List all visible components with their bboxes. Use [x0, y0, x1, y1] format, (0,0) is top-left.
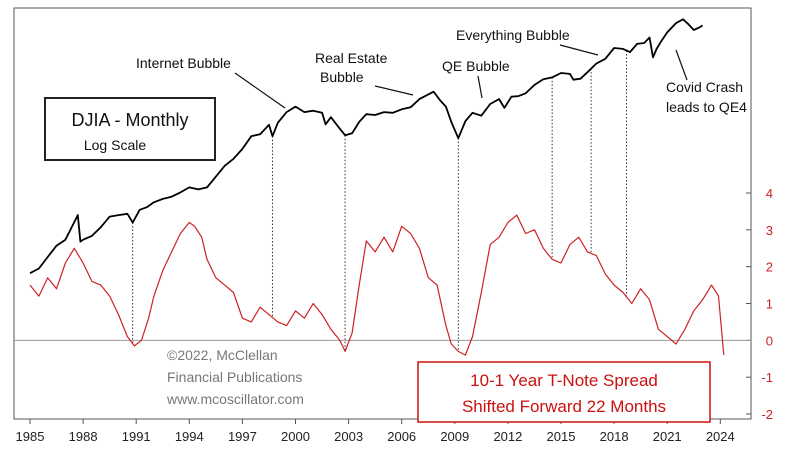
annotation-arrow-covid	[675, 49, 688, 81]
y-tick-label: 2	[766, 260, 773, 275]
chart-subtitle: Log Scale	[84, 137, 146, 153]
title-box: DJIA - Monthly Log Scale	[44, 97, 216, 161]
annotation-bubble: Bubble	[320, 69, 364, 85]
spread-legend-box: 10-1 Year T-Note Spread Shifted Forward …	[417, 361, 711, 423]
x-tick-label: 2006	[387, 429, 416, 444]
x-tick-label: 2012	[493, 429, 522, 444]
y-tick-label: 4	[766, 186, 773, 201]
bottom-guides	[132, 50, 627, 352]
x-tick-label: 2015	[547, 429, 576, 444]
x-tick-label: 2021	[653, 429, 682, 444]
djia-line	[29, 18, 704, 274]
x-tick-label: 2009	[440, 429, 469, 444]
x-tick-label: 2000	[281, 429, 310, 444]
y-ticks: 4 3 2 1 0 -1 -2	[746, 186, 773, 422]
spread-legend-line-1: 10-1 Year T-Note Spread	[470, 371, 658, 390]
annotation-arrow-qe	[477, 75, 483, 99]
annotation-everything-bubble: Everything Bubble	[456, 27, 570, 43]
y-tick-label: 0	[766, 333, 773, 348]
spread-line	[29, 214, 725, 356]
credit: ©2022, McClellan Financial Publications …	[166, 347, 304, 407]
chart-title: DJIA - Monthly	[71, 110, 188, 130]
annotation-arrow-internet	[234, 72, 286, 109]
x-tick-label: 2003	[334, 429, 363, 444]
credit-line-1: ©2022, McClellan	[167, 347, 278, 363]
x-tick-label: 1997	[228, 429, 257, 444]
x-tick-label: 1985	[16, 429, 45, 444]
annotation-arrow-real-estate	[374, 85, 414, 96]
credit-line-3: www.mcoscillator.com	[166, 391, 304, 407]
y-tick-label: -1	[761, 370, 773, 385]
annotation-covid-crash: Covid Crash	[666, 79, 743, 95]
x-tick-label: 2018	[600, 429, 629, 444]
spread-legend-line-2: Shifted Forward 22 Months	[462, 397, 666, 416]
credit-line-2: Financial Publications	[167, 369, 302, 385]
x-ticks: 1985 1988 1991 1994 1997 2000 2003 2006 2009 2012…	[16, 419, 735, 444]
annotation-arrow-everything	[559, 44, 599, 56]
y-tick-label: 1	[766, 297, 773, 312]
annotation-qe-bubble: QE Bubble	[442, 58, 510, 74]
x-tick-label: 1994	[175, 429, 204, 444]
y-tick-label: -2	[761, 407, 773, 422]
y-tick-label: 3	[766, 223, 773, 238]
x-tick-label: 2024	[706, 429, 735, 444]
x-tick-label: 1988	[69, 429, 98, 444]
plot-frame	[13, 7, 752, 420]
annotation-internet-bubble: Internet Bubble	[136, 55, 231, 71]
annotations: Internet Bubble Real Estate Bubble QE Bu…	[136, 27, 747, 115]
series-group	[29, 18, 725, 356]
x-tick-label: 1991	[122, 429, 151, 444]
annotation-qe4: leads to QE4	[666, 99, 747, 115]
annotation-real-estate: Real Estate	[315, 50, 388, 66]
